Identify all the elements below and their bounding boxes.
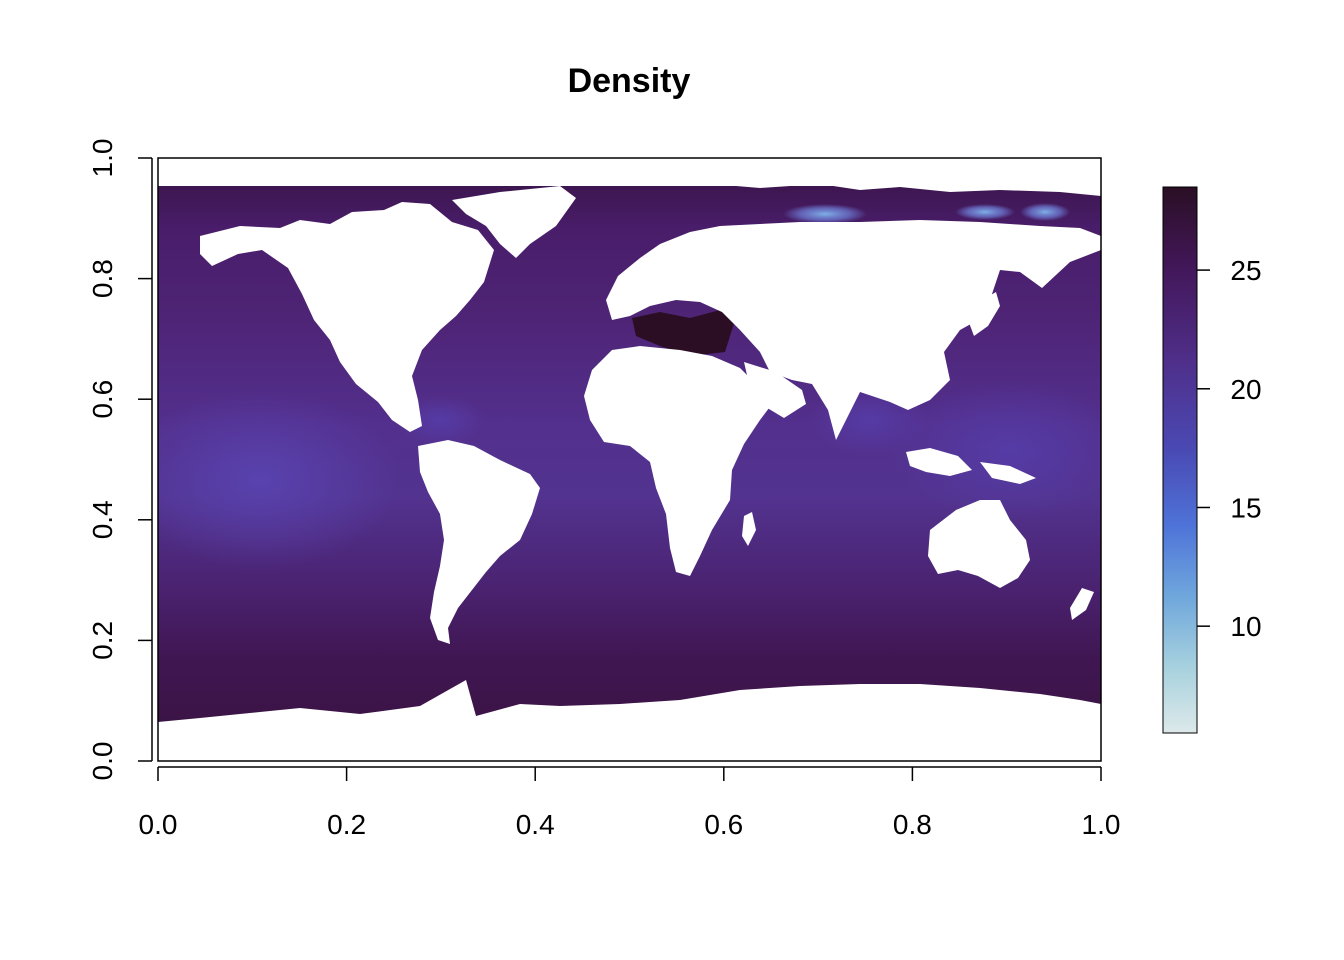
x-tick-label: 0.8	[893, 809, 932, 840]
arabia-land	[744, 362, 806, 418]
arctic-land	[158, 158, 1101, 196]
land	[158, 158, 1101, 761]
x-tick-label: 0.2	[327, 809, 366, 840]
map-field	[158, 158, 1101, 761]
y-tick-label: 0.4	[87, 500, 118, 539]
x-tick-label: 0.4	[516, 809, 555, 840]
mediterranean-high-density	[632, 310, 735, 356]
legend-tick-label: 10	[1230, 611, 1261, 642]
y-tick-label: 1.0	[87, 139, 118, 178]
y-axis: 0.0 0.2 0.4 0.6 0.8 1.0	[87, 139, 153, 781]
tropical-low-density-west-pacific	[890, 380, 1101, 520]
y-tick-label: 0.2	[87, 621, 118, 660]
y-tick-label: 0.8	[87, 259, 118, 298]
tropical-low-density-pacific	[158, 390, 400, 570]
antarctica-land	[158, 680, 1101, 761]
plot-frame	[157, 157, 1102, 762]
africa-land	[584, 346, 778, 576]
legend-tick-label: 25	[1230, 255, 1261, 286]
y-tick-label: 0.0	[87, 742, 118, 781]
madagascar-land	[742, 512, 756, 546]
x-tick-label: 0.6	[704, 809, 743, 840]
north-america-land	[200, 202, 494, 432]
arctic-low-density-patch	[955, 204, 1015, 220]
eurasia-land	[606, 220, 1101, 440]
greenland-land	[452, 186, 576, 258]
x-axis: 0.0 0.2 0.4 0.6 0.8 1.0	[139, 766, 1121, 840]
chart-title: Density	[568, 62, 691, 100]
x-tick-label: 1.0	[1082, 809, 1121, 840]
indonesia-land	[906, 448, 972, 476]
new-guinea-land	[980, 462, 1036, 484]
color-legend: 10 15 20 25	[1162, 186, 1262, 734]
arctic-low-density-patch	[783, 204, 867, 224]
south-america-land	[418, 440, 540, 644]
legend-color-bar	[1162, 186, 1198, 734]
y-tick-label: 0.6	[87, 380, 118, 419]
legend-tick-label: 20	[1230, 374, 1261, 405]
legend-tick-label: 15	[1230, 492, 1261, 523]
x-tick-label: 0.0	[139, 809, 178, 840]
new-zealand-land	[1070, 588, 1094, 620]
australia-land	[928, 500, 1030, 588]
japan-land	[968, 292, 1000, 336]
arctic-low-density-patch	[1020, 203, 1070, 221]
